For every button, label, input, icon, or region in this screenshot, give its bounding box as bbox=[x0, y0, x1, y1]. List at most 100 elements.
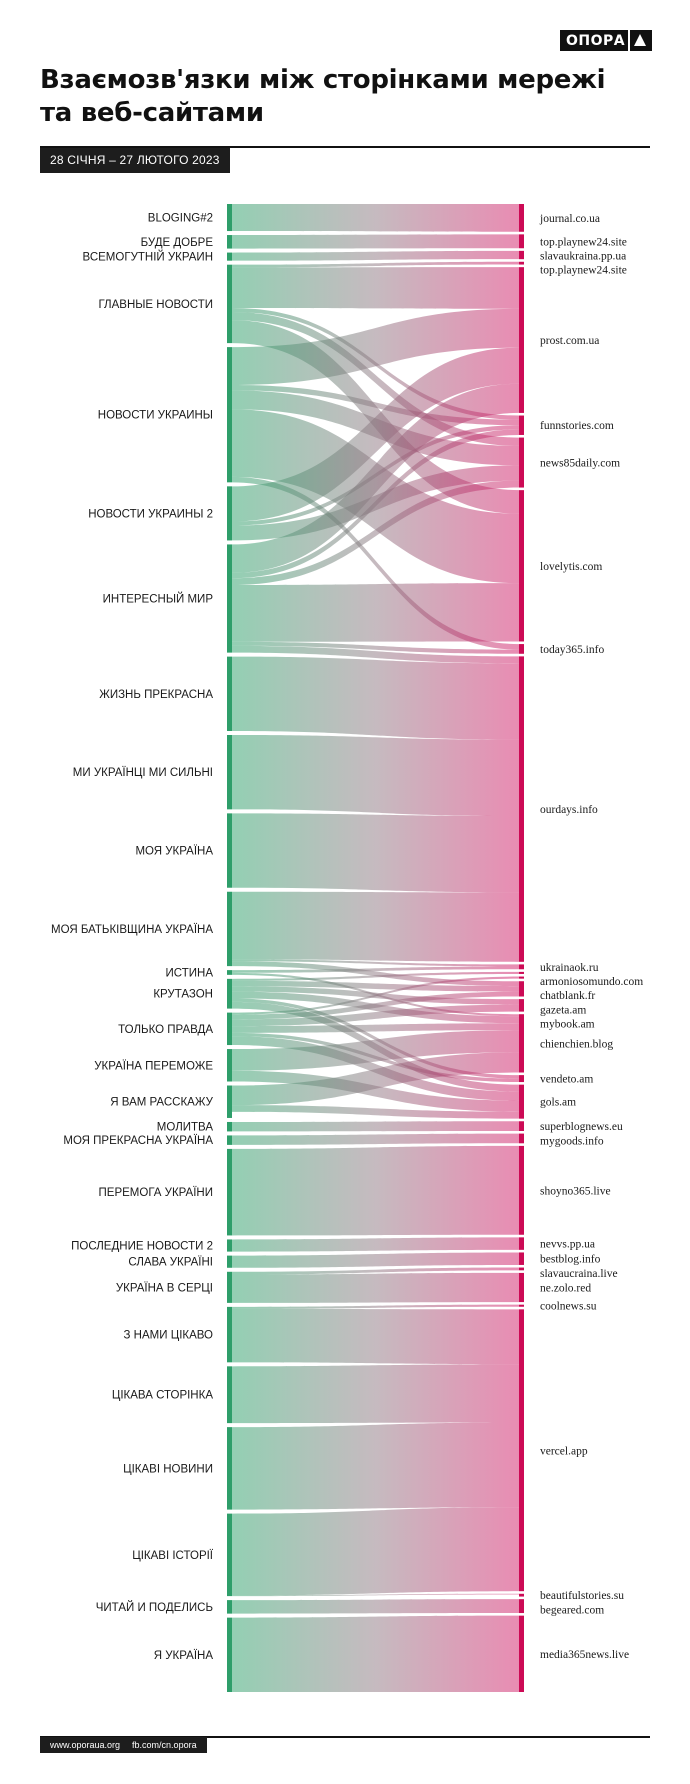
target-label-19: mygoods.info bbox=[540, 1135, 604, 1147]
source-node-24 bbox=[227, 1427, 232, 1510]
source-label-15: Я ВАМ РАССКАЖУ bbox=[110, 1097, 213, 1109]
target-label-8: today365.info bbox=[540, 644, 604, 656]
flow-38 bbox=[232, 1004, 519, 1027]
flow-24 bbox=[232, 813, 519, 893]
target-label-3: top.playnew24.site bbox=[540, 265, 627, 277]
flow-37 bbox=[232, 991, 519, 1020]
source-label-27: Я УКРАЇНА bbox=[154, 1650, 214, 1662]
source-node-5 bbox=[227, 486, 232, 541]
source-node-7 bbox=[227, 656, 232, 731]
target-node-25 bbox=[519, 1304, 524, 1307]
target-label-22: bestblog.info bbox=[540, 1254, 601, 1266]
footer-divider bbox=[40, 1736, 650, 1738]
flow-8 bbox=[232, 308, 519, 385]
flow-43 bbox=[232, 1070, 519, 1112]
flow-3 bbox=[232, 261, 519, 268]
footer-bar: www.oporaua.org fb.com/cn.opora bbox=[40, 1737, 207, 1753]
target-label-24: ne.zolo.red bbox=[540, 1282, 591, 1294]
source-node-2 bbox=[227, 252, 232, 261]
source-node-10 bbox=[227, 891, 232, 967]
flow-28 bbox=[232, 966, 519, 973]
target-node-19 bbox=[519, 1133, 524, 1144]
source-label-19: ПОСЛЕДНИЕ НОВОСТИ 2 bbox=[71, 1241, 213, 1253]
date-range-badge: 28 СІЧНЯ – 27 ЛЮТОГО 2023 bbox=[40, 148, 230, 173]
source-label-7: ЖИЗНЬ ПРЕКРАСНА bbox=[99, 689, 213, 701]
source-label-25: ЦІКАВІ ІСТОРІЇ bbox=[132, 1550, 214, 1562]
target-label-6: news85daily.com bbox=[540, 458, 620, 470]
source-label-13: ТОЛЬКО ПРАВДА bbox=[118, 1024, 213, 1036]
flow-4 bbox=[232, 267, 519, 309]
footer-website[interactable]: www.oporaua.org bbox=[50, 1740, 121, 1750]
flow-22 bbox=[232, 656, 519, 740]
source-label-3: ГЛАВНЫЕ НОВОСТИ bbox=[98, 299, 213, 311]
header-divider bbox=[40, 146, 650, 148]
flow-60 bbox=[232, 1615, 519, 1692]
source-node-23 bbox=[227, 1366, 232, 1424]
target-label-20: shoyno365.live bbox=[540, 1185, 611, 1197]
source-label-8: МИ УКРАЇНЦІ МИ СИЛЬНІ bbox=[73, 767, 213, 779]
target-node-28 bbox=[519, 1599, 524, 1614]
target-node-4 bbox=[519, 267, 524, 413]
source-node-26 bbox=[227, 1600, 232, 1614]
source-node-8 bbox=[227, 734, 232, 810]
flow-12 bbox=[232, 476, 519, 650]
flow-53 bbox=[232, 1304, 519, 1309]
source-label-5: НОВОСТИ УКРАИНЫ 2 bbox=[88, 508, 213, 520]
target-node-9 bbox=[519, 656, 524, 962]
target-node-27 bbox=[519, 1593, 524, 1597]
source-label-2: ВСЕМОГУТНІЙ УКРАИН bbox=[83, 251, 213, 264]
source-label-14: УКРАЇНА ПЕРЕМОЖЕ bbox=[94, 1060, 213, 1072]
source-node-14 bbox=[227, 1049, 232, 1082]
flow-30 bbox=[232, 971, 519, 981]
target-node-15 bbox=[519, 1014, 524, 1073]
flow-7 bbox=[232, 320, 519, 514]
opora-logo: ОПОРА bbox=[560, 30, 652, 51]
flow-18 bbox=[232, 480, 519, 586]
target-node-6 bbox=[519, 437, 524, 488]
source-node-20 bbox=[227, 1255, 232, 1268]
target-node-18 bbox=[519, 1121, 524, 1131]
source-label-10: МОЯ БАТЬКІВЩИНА УКРАЇНА bbox=[51, 924, 213, 936]
target-label-4: prost.com.ua bbox=[540, 335, 599, 347]
flow-19 bbox=[232, 583, 519, 642]
target-label-29: media365news.live bbox=[540, 1649, 629, 1661]
source-label-24: ЦІКАВІ НОВИНИ bbox=[123, 1463, 213, 1475]
flow-1 bbox=[232, 234, 519, 249]
target-label-17: gols.am bbox=[540, 1097, 576, 1109]
target-node-13 bbox=[519, 981, 524, 997]
target-label-14: mybook.am bbox=[540, 1019, 595, 1031]
flow-23 bbox=[232, 734, 519, 817]
target-node-16 bbox=[519, 1075, 524, 1083]
source-nodes-layer bbox=[227, 204, 232, 1692]
footer-facebook[interactable]: fb.com/cn.opora bbox=[132, 1740, 197, 1750]
target-node-12 bbox=[519, 976, 524, 979]
target-label-11: armoniosomundo.com bbox=[540, 976, 643, 988]
flow-9 bbox=[232, 384, 519, 426]
target-node-1 bbox=[519, 234, 524, 249]
target-label-27: beautifulstories.su bbox=[540, 1590, 624, 1602]
flow-42 bbox=[232, 1030, 519, 1071]
source-label-0: BLOGING#2 bbox=[148, 213, 213, 225]
flow-21 bbox=[232, 645, 519, 664]
flow-58 bbox=[232, 1593, 519, 1597]
source-label-9: МОЯ УКРАЇНА bbox=[135, 846, 213, 858]
page-title: Взаємозв'язки між сторінками мережі та в… bbox=[40, 64, 640, 130]
logo-text: ОПОРА bbox=[566, 32, 626, 49]
flow-44 bbox=[232, 1052, 519, 1106]
flow-16 bbox=[232, 383, 519, 573]
target-label-25: coolnews.su bbox=[540, 1301, 597, 1313]
flow-49 bbox=[232, 1237, 519, 1252]
target-label-0: journal.co.ua bbox=[539, 213, 600, 225]
source-label-26: ЧИТАЙ И ПОДЕЛИСЬ bbox=[96, 1601, 213, 1614]
target-label-16: vendeto.am bbox=[540, 1074, 593, 1086]
source-node-12 bbox=[227, 978, 232, 1009]
source-label-1: БУДЕ ДОБРЕ bbox=[141, 237, 214, 249]
source-labels-layer: BLOGING#2 БУДЕ ДОБРЕ ВСЕМОГУТНІЙ УКРАИН ГЛА… bbox=[51, 213, 214, 1662]
target-node-24 bbox=[519, 1272, 524, 1303]
flow-25 bbox=[232, 891, 519, 962]
flow-56 bbox=[232, 1422, 519, 1510]
source-node-25 bbox=[227, 1513, 232, 1597]
source-node-3 bbox=[227, 264, 232, 344]
flow-51 bbox=[232, 1267, 519, 1275]
